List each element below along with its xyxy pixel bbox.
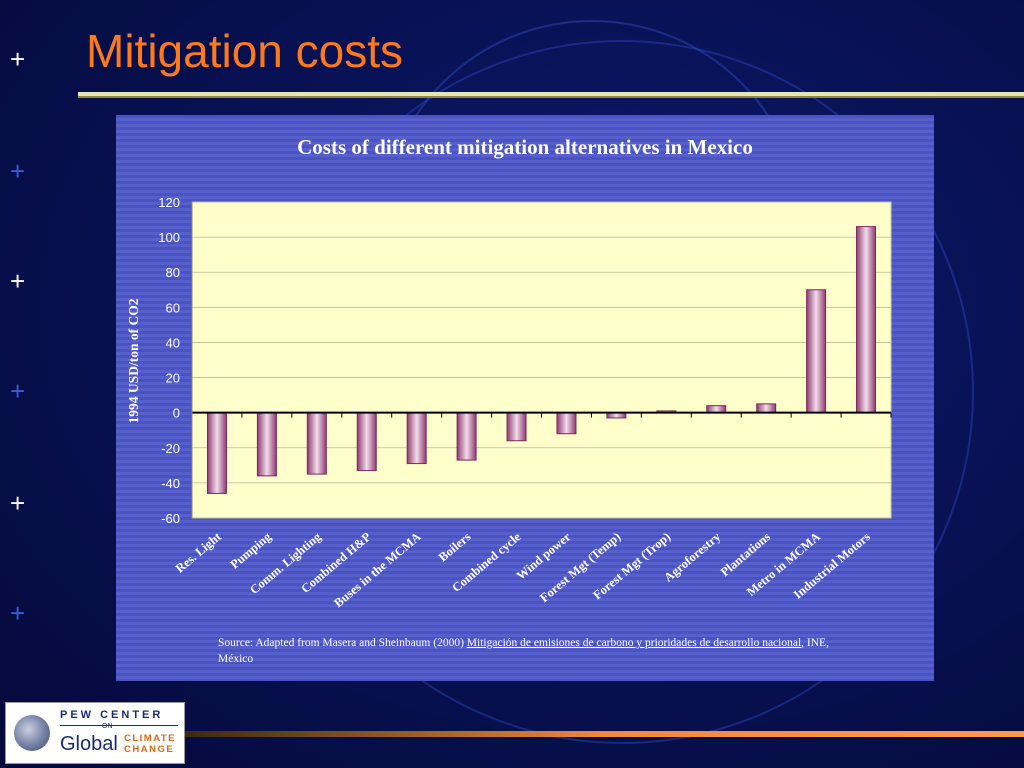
y-tick-label: -20	[161, 441, 180, 456]
bar-chart: Costs of different mitigation alternativ…	[126, 135, 892, 611]
source-title-link[interactable]: Mitigación de emisiones de carbono y pri…	[466, 637, 802, 649]
source-prefix: Source: Adapted from Masera and Sheinbau…	[218, 637, 467, 649]
x-tick-label: Buses in the MCMA	[331, 530, 423, 611]
y-tick-label: 40	[166, 335, 180, 350]
source-suffix: , INE, México	[218, 637, 829, 665]
bar	[456, 412, 477, 461]
bar	[756, 403, 777, 414]
logo-global-text: Global	[60, 733, 118, 755]
y-tick-label: -60	[161, 511, 180, 526]
bar	[356, 412, 377, 472]
bar	[506, 412, 527, 442]
bar	[206, 412, 227, 494]
x-tick-label: Res. Light	[173, 529, 225, 576]
logo-change-line: CHANGE	[124, 744, 175, 755]
bar	[256, 412, 277, 477]
bar	[856, 226, 877, 414]
plus-bullet-icon: +	[10, 44, 26, 74]
chart-panel: Costs of different mitigation alternativ…	[116, 115, 934, 681]
bar	[556, 412, 577, 435]
logo-top-text: PEW CENTER	[60, 709, 164, 721]
logo-climate-text: CLIMATE CHANGE	[124, 733, 176, 755]
y-tick-label: 80	[166, 265, 180, 280]
title-underline	[78, 92, 1024, 96]
plus-bullet-icon: +	[10, 488, 26, 518]
plot-background	[191, 201, 892, 519]
plot-area: 120 100 80 60 40 20 0 -20 -40 -60 Res. Light Pumpin…	[158, 195, 892, 611]
bar	[806, 289, 827, 414]
y-tick-label: 120	[158, 195, 180, 210]
source-note: Source: Adapted from Masera and Sheinbau…	[218, 635, 838, 667]
y-tick-label: 100	[158, 230, 180, 245]
globe-icon	[14, 715, 50, 751]
bar	[706, 405, 727, 414]
y-tick-label: 20	[166, 371, 180, 386]
y-tick-label: -40	[161, 476, 180, 491]
bar	[406, 412, 427, 465]
plus-bullet-icon: +	[10, 266, 26, 296]
bar	[306, 412, 327, 475]
plus-bullet-icon: +	[10, 598, 26, 628]
pew-center-logo[interactable]: PEW CENTER ON Global CLIMATE CHANGE	[5, 702, 185, 764]
y-tick-label: 0	[173, 406, 180, 421]
y-axis-label: 1994 USD/ton of CO2	[126, 298, 141, 423]
y-tick-label: 60	[166, 300, 180, 315]
slide-title: Mitigation costs	[86, 25, 404, 77]
logo-divider	[60, 725, 178, 726]
logo-climate-line: CLIMATE	[124, 733, 177, 744]
x-tick-label: Pumping	[228, 529, 275, 571]
logo-on-text: ON	[102, 723, 113, 730]
bottom-accent-bar	[185, 731, 1024, 737]
plus-bullet-icon: +	[10, 376, 26, 406]
plus-bullet-icon: +	[10, 156, 26, 186]
x-tick-label: Boilers	[436, 529, 474, 564]
chart-title: Costs of different mitigation alternativ…	[297, 135, 753, 159]
